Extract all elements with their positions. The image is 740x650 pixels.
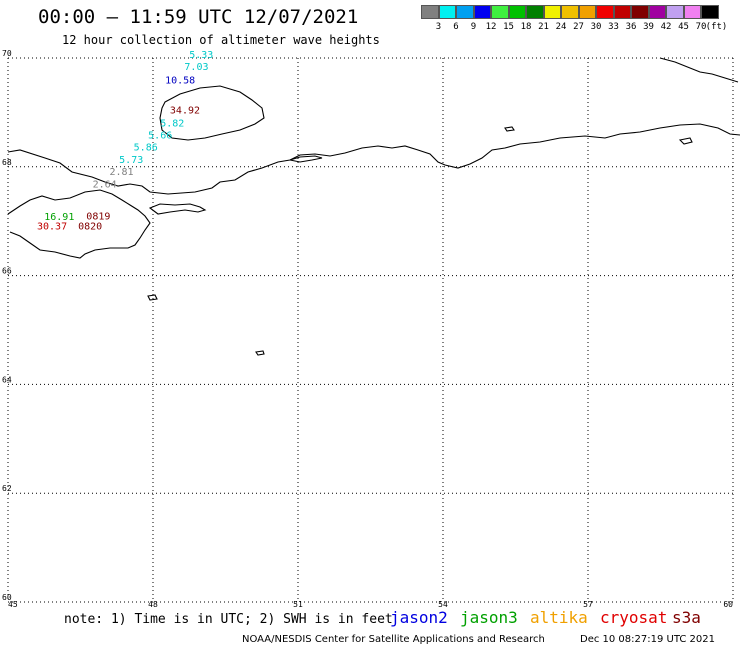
legend-label: 3 <box>435 22 442 32</box>
legend-swatch <box>666 5 684 19</box>
legend-label: 30 <box>590 22 602 32</box>
observations: 5.337.03 10.58 34.92 5.825.665.86 5.732.812.… <box>37 50 213 232</box>
wave-height-label: 2.64 <box>93 179 117 190</box>
satellite-cryosat: cryosat <box>600 608 668 627</box>
wave-height-label: 2.81 <box>110 167 134 178</box>
island <box>147 294 158 301</box>
satellite-altika: altika <box>530 608 588 627</box>
lat-tick-label: 60 <box>2 593 12 602</box>
map-title: 00:00 – 11:59 UTC 12/07/2021 <box>38 6 359 28</box>
satellite-s3a: s3a <box>672 608 701 627</box>
wave-height-label: 5.33 <box>189 50 213 61</box>
footer-date: Dec 10 08:27:19 UTC 2021 <box>580 634 715 645</box>
legend-swatch <box>421 5 439 19</box>
coast-bay <box>148 203 207 215</box>
satellite-jason2: jason2 <box>390 608 448 627</box>
kolguev-island <box>159 85 265 141</box>
legend-swatch <box>578 5 596 19</box>
wave-height-label: 34.92 <box>170 105 200 116</box>
lon-tick-label: 57 <box>583 600 593 609</box>
footer-credit: NOAA/NESDIS Center for Satellite Applica… <box>242 634 545 645</box>
legend-unit: (ft) <box>705 22 728 32</box>
legend-swatch <box>613 5 631 19</box>
wave-height-label: 5.66 <box>148 131 172 142</box>
wave-height-label: 5.82 <box>160 119 184 130</box>
island <box>678 137 693 145</box>
wave-height-label: 5.86 <box>134 142 158 153</box>
satellite-jason3: jason3 <box>460 608 518 627</box>
lat-tick-label: 66 <box>2 267 12 276</box>
lon-tick-label: 54 <box>438 600 448 609</box>
legend-label: 39 <box>643 22 654 32</box>
legend-label: 33 <box>608 22 619 32</box>
legend-label: 21 <box>538 22 549 32</box>
wave-height-label: 5.73 <box>119 155 143 166</box>
legend-label: 36 <box>625 22 637 32</box>
wave-height-color-legend: 3 6 9 12 15 18 21 24 27 30 33 36 39 42 45 70 (ft) <box>421 5 728 33</box>
legend-swatch <box>526 5 544 19</box>
wave-height-label: 30.37 <box>37 221 67 232</box>
legend-swatch <box>596 5 614 19</box>
note-text: note: 1) Time is in UTC; 2) SWH is in fe… <box>64 612 393 627</box>
lat-tick-label: 70 <box>2 49 12 58</box>
legend-swatch <box>473 5 491 19</box>
coast-peninsula <box>7 189 151 259</box>
legend-label: 45 <box>678 22 689 32</box>
lat-tick-label: 64 <box>2 375 12 384</box>
wave-height-label: 0820 <box>78 221 102 232</box>
legend-label: 42 <box>660 22 672 32</box>
coast-north-east <box>659 57 739 83</box>
legend-label: 70 <box>695 22 707 32</box>
legend-label: 6 <box>453 22 459 32</box>
island <box>289 155 323 163</box>
island <box>504 126 515 132</box>
legend-swatch <box>508 5 526 19</box>
coast-south <box>7 123 740 195</box>
lat-tick-label: 68 <box>2 158 12 167</box>
map-subtitle: 12 hour collection of altimeter wave hei… <box>62 33 380 47</box>
legend-swatch <box>543 5 561 19</box>
legend-swatch <box>631 5 649 19</box>
legend-swatch <box>438 5 456 19</box>
wave-height-label: 16.91 <box>44 212 74 223</box>
legend-swatches <box>421 5 719 19</box>
legend-swatch <box>701 5 719 19</box>
legend-label: 24 <box>555 22 567 32</box>
legend-label: 27 <box>573 22 584 32</box>
legend-label: 12 <box>485 22 497 32</box>
lat-tick-label: 62 <box>2 484 12 493</box>
wave-height-label: 10.58 <box>165 76 195 87</box>
legend-swatch <box>456 5 474 19</box>
legend-swatch <box>561 5 579 19</box>
legend-label: 15 <box>503 22 514 32</box>
lon-tick-label: 51 <box>293 600 303 609</box>
lon-tick-label: 60 <box>723 600 733 609</box>
coastline <box>7 57 740 356</box>
lon-tick-label: 48 <box>148 600 158 609</box>
legend-swatch <box>491 5 509 19</box>
legend-swatch <box>648 5 666 19</box>
wave-height-label: 0819 <box>86 212 110 223</box>
lon-tick-label: 45 <box>8 600 18 609</box>
legend-label: 18 <box>520 22 532 32</box>
legend-swatch <box>683 5 701 19</box>
island <box>255 350 265 356</box>
legend-label: 9 <box>470 22 477 32</box>
wave-height-label: 7.03 <box>184 62 208 73</box>
legend-labels: 3 6 9 12 15 18 21 24 27 30 33 36 39 42 45 70 (ft) <box>421 19 728 33</box>
